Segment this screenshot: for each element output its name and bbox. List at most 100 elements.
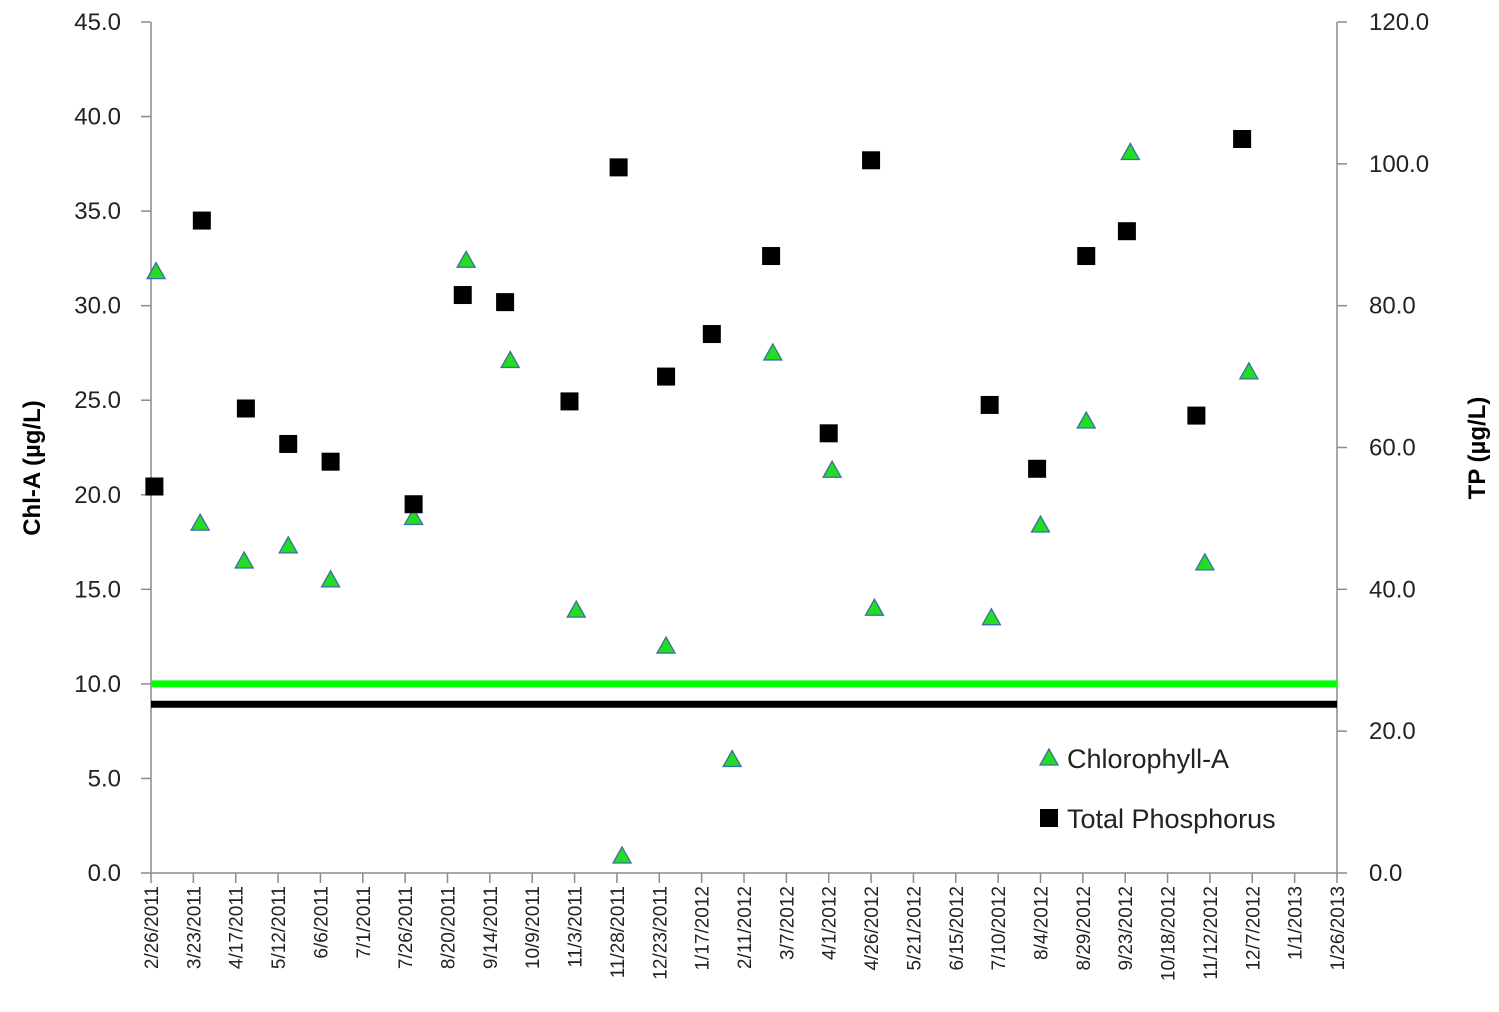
- legend: Chlorophyll-A Total Phosphorus: [1038, 744, 1276, 834]
- total-phosphorus-point: [453, 286, 472, 305]
- x-tick-label: 2/26/2011: [142, 886, 163, 969]
- chlorophyll-a-point: [1030, 514, 1051, 533]
- x-tick-label: 11/28/2011: [608, 886, 629, 978]
- chlorophyll-a-point: [722, 749, 743, 768]
- legend-entry-label: Chlorophyll-A: [1067, 744, 1229, 774]
- x-tick-label: 2/11/2012: [735, 886, 756, 969]
- total-phosphorus-point: [1117, 222, 1136, 241]
- x-tick-label: 1/17/2012: [693, 886, 714, 971]
- left-tick-label: 45.0: [74, 9, 121, 36]
- chlorophyll-a-point: [1238, 361, 1260, 380]
- total-phosphorus-point: [192, 211, 211, 230]
- total-phosphorus-point: [560, 392, 579, 411]
- x-tick-label: 4/17/2011: [227, 886, 248, 969]
- x-tick-label: 7/1/2011: [354, 886, 375, 959]
- left-tick-label: 10.0: [74, 671, 121, 698]
- x-tick-label: 8/29/2012: [1074, 886, 1095, 971]
- left-axis-title: Chl-A (µg/L): [19, 400, 46, 536]
- total-phosphorus-point: [1028, 459, 1047, 478]
- total-phosphorus-point: [321, 452, 340, 471]
- left-tick-label: 5.0: [88, 765, 121, 792]
- total-phosphorus-point: [1187, 406, 1206, 425]
- chlorophyll-a-point: [278, 535, 299, 554]
- total-phosphorus-point: [657, 367, 676, 386]
- right-tick-label: 0.0: [1369, 860, 1402, 887]
- total-phosphorus-point: [236, 399, 255, 418]
- total-phosphorus-point: [145, 477, 164, 496]
- x-tick-label: 8/20/2011: [439, 886, 460, 969]
- total-phosphorus-point: [404, 495, 423, 514]
- x-tick-label: 10/18/2012: [1159, 886, 1180, 981]
- right-axis-title: TP (µg/L): [1464, 397, 1491, 500]
- x-tick-label: 3/23/2011: [184, 886, 205, 969]
- chlorophyll-a-point: [1076, 410, 1097, 429]
- x-tick-label: 1/1/2013: [1286, 886, 1307, 960]
- total-phosphorus-point: [1233, 130, 1252, 149]
- left-tick-label: 25.0: [74, 387, 121, 414]
- x-tick-label: 8/4/2012: [1032, 886, 1053, 960]
- chlorophyll-a-point: [981, 607, 1002, 626]
- right-tick-label: 80.0: [1369, 293, 1416, 320]
- legend-entry-label: Total Phosphorus: [1067, 804, 1276, 834]
- x-tick-label: 7/10/2012: [989, 886, 1010, 971]
- chlorophyll-a-point: [456, 249, 477, 268]
- x-tick-label: 12/23/2011: [650, 886, 671, 980]
- total-phosphorus-point: [496, 293, 515, 312]
- x-tick-label: 4/1/2012: [820, 886, 841, 960]
- x-tick-label: 1/26/2013: [1328, 886, 1349, 971]
- left-tick-label: 20.0: [74, 482, 121, 509]
- chlorophyll-a-point: [566, 599, 587, 618]
- x-tick-label: 6/15/2012: [947, 886, 968, 971]
- x-tick-label: 9/14/2011: [481, 886, 502, 969]
- left-tick-label: 0.0: [88, 860, 121, 887]
- x-tick-label: 11/3/2011: [566, 886, 587, 968]
- x-tick-label: 10/9/2011: [523, 886, 544, 969]
- total-phosphorus-point: [609, 158, 628, 177]
- right-tick-label: 120.0: [1369, 9, 1429, 36]
- left-tick-label: 15.0: [74, 576, 121, 603]
- total-phosphorus-point: [819, 424, 838, 443]
- total-phosphorus-point: [862, 151, 881, 170]
- x-tick-label: 4/26/2012: [862, 886, 883, 971]
- legend-total-phosphorus-marker: [1040, 809, 1058, 827]
- right-tick-label: 100.0: [1369, 151, 1429, 178]
- chlorophyll-a-point: [403, 507, 424, 526]
- x-tick-label: 5/21/2012: [904, 886, 925, 971]
- left-tick-label: 30.0: [74, 293, 121, 320]
- x-tick-label: 5/12/2011: [269, 886, 290, 969]
- total-phosphorus-point: [1077, 247, 1096, 266]
- x-axis: 2/26/2011 3/23/2011 4/17/2011 5/12/2011 6/6/…: [142, 873, 1349, 981]
- x-tick-label: 7/26/2011: [396, 886, 417, 969]
- chlorophyll-a-point: [821, 459, 843, 478]
- chlorophyll-a-point: [1194, 552, 1215, 571]
- x-tick-label: 3/7/2012: [777, 886, 798, 960]
- chlorophyll-a-point: [320, 569, 341, 588]
- total-phosphorus-point: [980, 395, 999, 414]
- chlorophyll-a-point: [500, 350, 521, 369]
- right-y-axis: 0.0 20.0 40.0 60.0 80.0 100.0 120.0: [1337, 9, 1429, 887]
- right-tick-label: 40.0: [1369, 576, 1416, 603]
- chlorophyll-a-point: [1120, 142, 1141, 161]
- reference-lines: [151, 680, 1337, 708]
- chlorophyll-a-point: [234, 550, 255, 569]
- legend-chlorophyll-a-marker: [1038, 747, 1060, 766]
- x-tick-label: 6/6/2011: [311, 886, 332, 959]
- right-tick-label: 60.0: [1369, 435, 1416, 462]
- chlorophyll-a-point: [190, 512, 211, 531]
- data-markers: [145, 130, 1260, 864]
- x-tick-label: 12/7/2012: [1243, 886, 1264, 971]
- total-phosphorus-point: [702, 325, 721, 344]
- chlorophyll-a-point: [611, 845, 633, 864]
- chlorophyll-a-point: [762, 342, 783, 361]
- total-phosphorus-point: [762, 247, 781, 266]
- chlorophyll-a-point: [655, 635, 677, 654]
- x-tick-label: 11/12/2012: [1201, 886, 1222, 980]
- left-y-axis: 0.0 5.0 10.0 15.0 20.0 25.0 30.0 35.0 40.0 45.0: [74, 9, 151, 887]
- chlorophyll-a-point: [864, 597, 885, 616]
- left-tick-label: 40.0: [74, 104, 121, 131]
- x-tick-label: 9/23/2012: [1116, 886, 1137, 971]
- chlorophyll-a-point: [145, 261, 167, 280]
- total-phosphorus-point: [279, 434, 298, 453]
- left-tick-label: 35.0: [74, 198, 121, 225]
